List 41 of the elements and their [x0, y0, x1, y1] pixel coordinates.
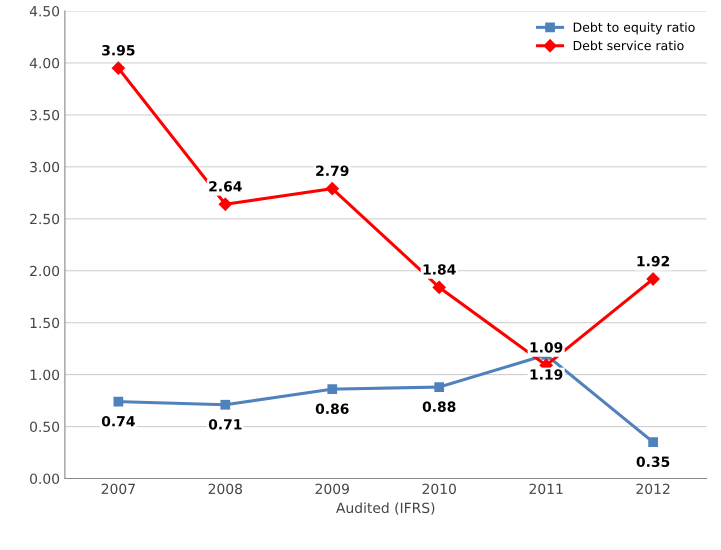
data-label: 2.79: [316, 166, 349, 176]
data-label: 0.86: [316, 404, 349, 414]
data-label: 0.88: [422, 401, 456, 412]
y-tick-label: 2.50: [30, 214, 60, 224]
y-tick-label: 0.50: [30, 422, 60, 432]
y-tick-label: 3.00: [30, 162, 60, 172]
data-label: 0.74: [102, 416, 135, 426]
point: [648, 437, 658, 447]
point: [112, 62, 125, 75]
point: [327, 384, 338, 394]
legend-label: Debt to equity ratio: [574, 22, 695, 34]
y-tick-label: 0.00: [30, 473, 60, 484]
y-tick-label: 1.50: [30, 318, 60, 328]
y-tick-label: 4.50: [30, 6, 60, 16]
x-tick-label: 2010: [422, 484, 456, 494]
data-label: 0.71: [208, 419, 242, 430]
x-tick-label: 2012: [636, 484, 670, 494]
x-tick-label: 2009: [316, 484, 349, 494]
data-label: 1.09: [530, 342, 562, 353]
point: [434, 382, 444, 392]
data-label: 2.64: [209, 181, 242, 192]
data-label: 1.92: [638, 256, 670, 266]
x-tick-label: 2011: [530, 484, 563, 494]
point: [218, 198, 232, 211]
y-tick-label: 4.00: [30, 58, 60, 68]
data-label: 0.35: [636, 456, 670, 467]
data-label: 3.95: [102, 44, 135, 56]
point: [432, 280, 446, 294]
y-tick-label: 3.50: [30, 110, 60, 120]
data-label: 1.19: [530, 369, 562, 380]
x-axis-title: Audited (IFRS): [336, 502, 434, 515]
y-tick-label: 2.00: [30, 266, 60, 276]
x-tick-label: 2007: [102, 484, 135, 494]
point: [646, 272, 660, 286]
point: [114, 396, 124, 406]
legend-label: Debt service ratio: [574, 40, 684, 50]
data-label: 1.84: [424, 264, 456, 275]
point: [220, 400, 230, 410]
y-tick-label: 1.00: [30, 370, 60, 380]
point: [326, 182, 339, 196]
x-tick-label: 2008: [208, 484, 242, 494]
